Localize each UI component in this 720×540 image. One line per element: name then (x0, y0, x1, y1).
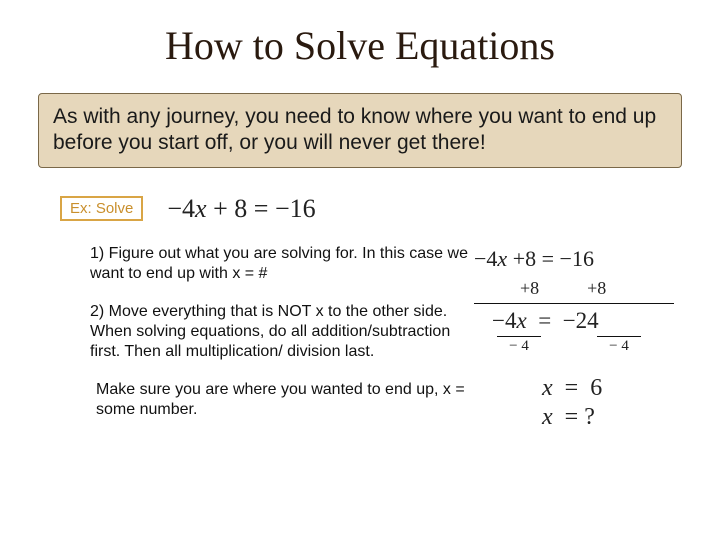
worked-solution: −4x +8 = −16 +8 +8 −4x = −24 − 4 − 4 x = (470, 244, 700, 438)
example-badge: Ex: Solve (60, 196, 143, 221)
step-conclusion: Make sure you are where you wanted to en… (90, 380, 470, 420)
step-2: 2) Move everything that is NOT x to the … (90, 302, 470, 362)
work-divide-right: − 4 (592, 336, 646, 355)
content-row: 1) Figure out what you are solving for. … (0, 244, 720, 438)
work-add-row: +8 +8 (474, 278, 700, 299)
work-line-1: −4x +8 = −16 (474, 246, 700, 272)
step-1: 1) Figure out what you are solving for. … (90, 244, 470, 284)
intro-callout: As with any journey, you need to know wh… (38, 93, 682, 168)
work-result: x = 6 (542, 375, 700, 402)
work-question: x = ? (542, 404, 700, 431)
steps-column: 1) Figure out what you are solving for. … (0, 244, 470, 438)
work-divide-left: − 4 (492, 336, 546, 355)
work-divide-row: − 4 − 4 (492, 336, 700, 355)
page-title: How to Solve Equations (0, 0, 720, 69)
work-line-2: −4x = −24 (492, 308, 700, 334)
example-equation: −4x + 8 = −16 (167, 194, 315, 224)
work-rule-1 (474, 303, 674, 304)
example-row: Ex: Solve −4x + 8 = −16 (60, 194, 720, 224)
